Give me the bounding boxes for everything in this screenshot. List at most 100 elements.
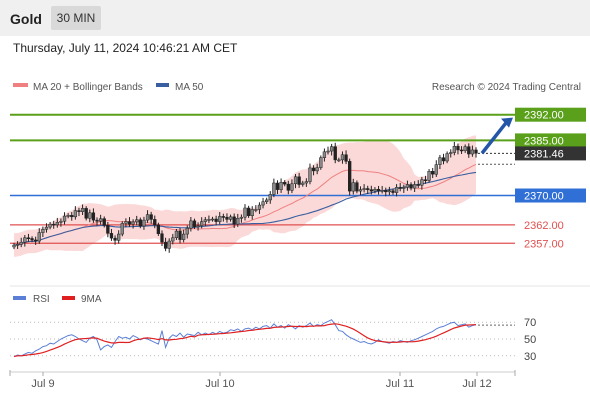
candle: [160, 230, 164, 247]
candle: [322, 148, 327, 162]
candle: [84, 206, 88, 221]
candle: [416, 180, 420, 188]
candle: [463, 144, 467, 153]
level-label-2362.00: 2362.00: [524, 220, 564, 232]
timeframe-button[interactable]: 30 MIN: [51, 6, 101, 30]
candle: [456, 143, 460, 155]
candle: [196, 222, 200, 231]
candle: [80, 204, 85, 215]
level-tag-2381.46: [515, 146, 586, 161]
candle: [387, 186, 392, 196]
candle: [66, 213, 70, 219]
candle: [412, 181, 417, 193]
candle: [394, 184, 399, 197]
candle: [279, 178, 283, 193]
candle: [329, 143, 334, 156]
level-tag-text-2381.46: 2381.46: [524, 148, 564, 160]
x-axis: Jul 9 Jul 10 Jul 11 Jul 12: [9, 370, 516, 390]
candle: [41, 226, 45, 238]
x-tick-label: Jul 11: [386, 378, 415, 390]
candle: [59, 218, 63, 227]
chart-legend: MA 20 + Bollinger Bands MA 50 Research ©…: [13, 82, 581, 93]
candle: [257, 202, 262, 214]
candle: [297, 172, 301, 188]
ma20-legend-label: MA 20 + Bollinger Bands: [33, 82, 143, 93]
candle: [34, 236, 38, 245]
candle: [380, 185, 384, 194]
asset-title: Gold: [10, 11, 42, 27]
candles-layer: [12, 141, 478, 253]
credit-label: Research © 2024 Trading Central: [432, 82, 581, 93]
x-tick-label: Jul 12: [462, 378, 491, 390]
candle: [181, 229, 186, 243]
candle: [135, 215, 139, 226]
rsi-legend: RSI 9MA: [13, 294, 102, 305]
level-label-2357.00: 2357.00: [524, 238, 564, 250]
candle: [362, 184, 366, 193]
candle: [106, 221, 110, 238]
candle: [145, 210, 150, 223]
ma20-legend-swatch: [13, 83, 28, 87]
rsi-ma-line: [13, 323, 477, 358]
candle: [102, 216, 106, 228]
candle: [232, 213, 236, 229]
candle: [308, 163, 312, 185]
candle: [113, 235, 117, 245]
candle: [163, 237, 168, 252]
candle: [250, 206, 254, 220]
candle: [474, 147, 478, 158]
candle: [333, 142, 337, 164]
candle: [337, 157, 341, 163]
x-tick-label: Jul 10: [205, 378, 234, 390]
candle: [261, 197, 265, 209]
candle: [452, 141, 456, 156]
candle: [326, 146, 330, 155]
candle: [98, 214, 103, 225]
candle: [373, 187, 377, 194]
level-tag-text-2370.00: 2370.00: [524, 191, 564, 203]
candle: [358, 186, 363, 195]
candle: [221, 213, 225, 222]
candle: [228, 214, 233, 222]
x-tick-label: Jul 9: [31, 378, 54, 390]
candle: [44, 223, 49, 233]
candle: [70, 212, 74, 221]
candle: [431, 167, 435, 179]
rsi-tick-30: 30: [524, 351, 536, 363]
candle: [366, 185, 370, 195]
candle: [423, 175, 428, 184]
candle: [26, 233, 31, 242]
candle: [384, 187, 388, 197]
forecast-arrow-shaft: [480, 120, 509, 155]
candle: [351, 178, 355, 195]
candle: [142, 216, 146, 230]
candle: [77, 207, 81, 217]
rsi-legend-label: RSI: [33, 294, 50, 305]
candle: [37, 228, 41, 244]
ma50-legend-label: MA 50: [175, 82, 204, 93]
rsi-panel: 70 50 30: [10, 317, 536, 363]
candle: [48, 221, 52, 230]
candle: [15, 241, 20, 249]
candle: [19, 237, 23, 248]
candle: [124, 218, 128, 228]
candle: [243, 204, 247, 221]
ma50-legend-swatch: [156, 83, 169, 87]
candle: [420, 176, 424, 190]
candle: [344, 150, 348, 165]
candle: [315, 163, 319, 175]
candle: [340, 151, 345, 164]
level-tag-text-2392.00: 2392.00: [524, 110, 564, 122]
level-tag-2392.00: [515, 107, 586, 122]
candle: [30, 236, 34, 243]
candle: [95, 217, 99, 226]
candle: [434, 160, 438, 177]
candle: [272, 178, 276, 198]
candle: [275, 180, 280, 195]
candle: [283, 180, 287, 187]
rsi-tick-70: 70: [524, 317, 536, 329]
ma20-line: [13, 163, 477, 246]
candle: [301, 180, 305, 187]
